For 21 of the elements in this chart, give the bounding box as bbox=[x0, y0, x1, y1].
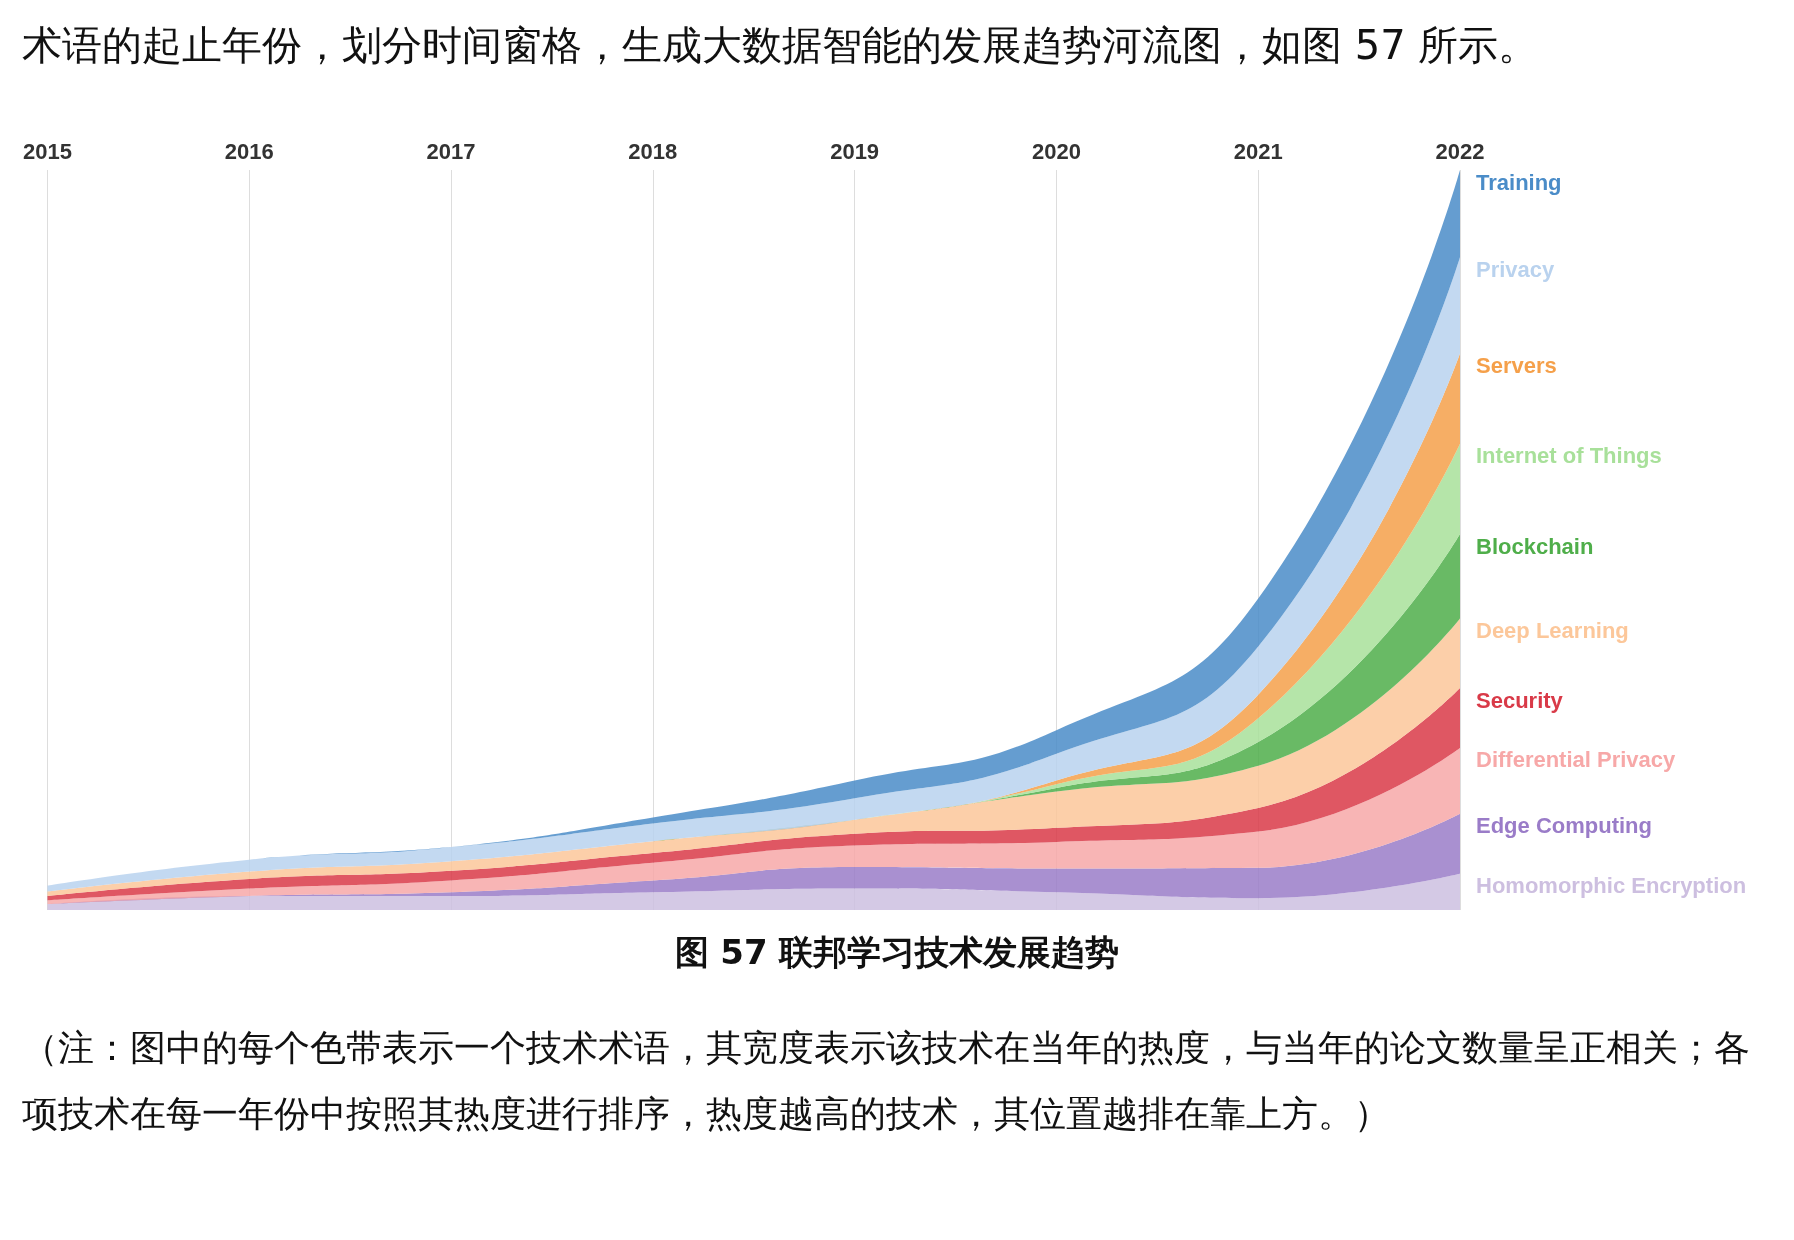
series-label: Servers bbox=[1476, 353, 1557, 379]
x-tick-label: 2019 bbox=[830, 138, 880, 164]
series-label: Differential Privacy bbox=[1476, 747, 1677, 773]
x-tick-label: 2016 bbox=[224, 138, 274, 164]
series-label: Homomorphic Encryption bbox=[1476, 873, 1747, 899]
x-tick-label: 2021 bbox=[1233, 138, 1283, 164]
series-label: Training bbox=[1476, 169, 1562, 195]
text: 术语的起止年份，划分时间窗格，生成大数据智能的发展趋势河流图，如图 57 所示。 bbox=[22, 21, 1539, 70]
x-tick-label: 2020 bbox=[1031, 138, 1081, 164]
text: （注：图中的每个色带表示一个技术术语，其宽度表示该技术在当年的热度，与当年的论文数量呈正相关；各项技术在每一年份中按照其热度进行排序，热度越高的技术，其位置越排在靠上方。） bbox=[22, 1026, 1751, 1136]
series-label: Privacy bbox=[1476, 256, 1556, 282]
series-label: Blockchain bbox=[1476, 533, 1594, 559]
series-label: Security bbox=[1476, 687, 1564, 713]
text: 图 57 联邦学习技术发展趋势 bbox=[673, 931, 1121, 974]
x-tick-label: 2022 bbox=[1435, 138, 1485, 164]
x-tick-label: 2017 bbox=[426, 138, 476, 164]
series-label: Internet of Things bbox=[1476, 443, 1662, 469]
x-tick-label: 2018 bbox=[628, 138, 678, 164]
series-label: Deep Learning bbox=[1476, 617, 1629, 643]
x-tick-label: 2015 bbox=[22, 138, 72, 164]
series-label: Edge Computing bbox=[1476, 813, 1652, 839]
